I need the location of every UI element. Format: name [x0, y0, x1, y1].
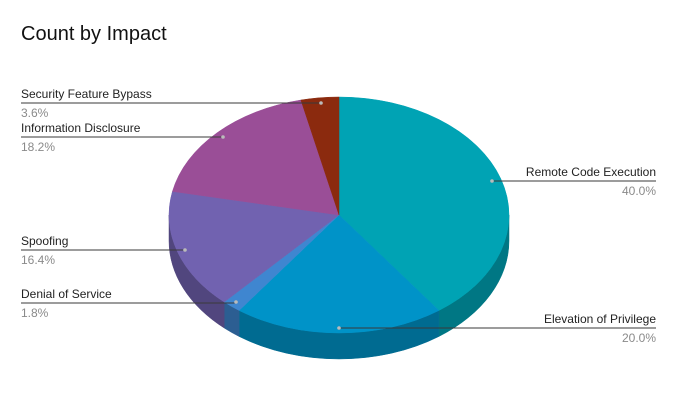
- slice-percent-spoofing: 16.4%: [21, 253, 55, 267]
- slice-label-elevation-of-privilege: Elevation of Privilege: [544, 312, 656, 326]
- leader-dot-remote-code-execution: [490, 179, 494, 183]
- slice-percent-denial-of-service: 1.8%: [21, 306, 49, 320]
- leader-dot-information-disclosure: [221, 135, 225, 139]
- slice-label-denial-of-service: Denial of Service: [21, 287, 112, 301]
- pie-slice-security-feature-bypass[interactable]: [300, 96, 340, 216]
- pie-slice-elevation-of-privilege[interactable]: [238, 214, 440, 334]
- chart-title: Count by Impact: [21, 23, 167, 45]
- pie-slice-remote-code-execution[interactable]: [338, 96, 510, 311]
- label-group: Remote Code Execution 40.0% Elevation of P…: [21, 87, 656, 345]
- leader-dot-denial-of-service: [234, 300, 238, 304]
- leader-dot-security-feature-bypass: [319, 101, 323, 105]
- leader-dot-elevation-of-privilege: [337, 326, 341, 330]
- slice-percent-information-disclosure: 18.2%: [21, 140, 55, 154]
- pie-slice-spoofing[interactable]: [168, 191, 340, 303]
- slice-label-spoofing: Spoofing: [21, 234, 68, 248]
- slice-percent-remote-code-execution: 40.0%: [622, 184, 656, 198]
- slice-label-information-disclosure: Information Disclosure: [21, 121, 141, 135]
- slice-label-remote-code-execution: Remote Code Execution: [526, 165, 656, 179]
- slice-label-security-feature-bypass: Security Feature Bypass: [21, 87, 152, 101]
- pie-group: [168, 96, 510, 360]
- slice-percent-elevation-of-privilege: 20.0%: [622, 331, 656, 345]
- slice-percent-security-feature-bypass: 3.6%: [21, 106, 49, 120]
- leader-dot-spoofing: [183, 248, 187, 252]
